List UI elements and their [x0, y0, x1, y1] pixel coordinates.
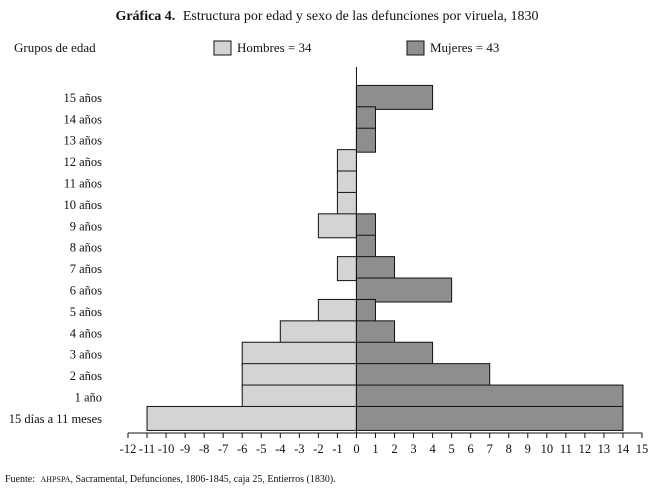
- bar-mujeres-15: [355, 405, 624, 431]
- bar-mujeres-0: [355, 84, 434, 110]
- bar-mujeres-1: [355, 106, 376, 132]
- category-label-3: 12 años: [63, 155, 102, 169]
- bar-hombres-15: [146, 405, 357, 431]
- bar-hombres-12: [241, 341, 357, 367]
- x-tick-label-0: -12: [120, 442, 137, 456]
- bars-group: [146, 67, 624, 433]
- category-label-2: 13 años: [63, 134, 102, 148]
- source-text: , Sacramental, Defunciones, 1806-1845, c…: [70, 474, 335, 485]
- category-label-5: 10 años: [63, 198, 102, 212]
- category-labels-group: 15 años 14 años 13 años 12 años 11 años 10 añ…: [9, 91, 102, 426]
- bar-hombres-6: [317, 213, 357, 239]
- x-tick-label-20: 8: [506, 442, 512, 456]
- bar-hombres-4: [336, 170, 357, 196]
- bar-hombres-11: [279, 320, 357, 346]
- category-label-11: 4 años: [70, 326, 102, 340]
- bar-mujeres-13: [355, 363, 491, 389]
- category-label-15: 15 días a 11 meses: [9, 412, 102, 426]
- bar-mujeres-14: [355, 384, 624, 410]
- bar-mujeres-9: [355, 277, 453, 303]
- x-tick-label-4: -8: [199, 442, 209, 456]
- bar-mujeres-12: [355, 341, 434, 367]
- x-tick-label-2: -10: [158, 442, 175, 456]
- bar-mujeres-11: [355, 320, 396, 346]
- bar-mujeres-8: [355, 256, 396, 282]
- x-tick-label-6: -6: [237, 442, 247, 456]
- x-tick-label-5: -7: [218, 442, 228, 456]
- x-axis: -12 -11 -10 -9 -8 -7 -6 -5 -4 -3 -2 -1 0 1 2 3 4 5 6 7 8 9 10 1…: [120, 432, 649, 456]
- category-label-12: 3 años: [70, 348, 102, 362]
- chart-title-text: Estructura por edad y sexo de las defunc…: [183, 9, 539, 24]
- category-label-10: 5 años: [70, 305, 102, 319]
- x-tick-label-7: -5: [256, 442, 266, 456]
- bar-mujeres-2: [355, 127, 376, 153]
- source-note: Fuente: AHPSPA, Sacramental, Defunciones…: [5, 474, 336, 485]
- bar-mujeres-6: [355, 213, 376, 239]
- x-tick-label-13: 1: [372, 442, 378, 456]
- x-tick-label-24: 12: [579, 442, 592, 456]
- bar-hombres-8: [336, 256, 357, 282]
- x-tick-label-23: 11: [560, 442, 572, 456]
- x-tick-label-10: -2: [313, 442, 323, 456]
- x-tick-label-26: 14: [617, 442, 630, 456]
- chart-title-bold: Gráfica 4.: [115, 9, 175, 24]
- bar-hombres-13: [241, 363, 357, 389]
- x-tick-label-22: 10: [541, 442, 554, 456]
- x-tick-label-12: 0: [353, 442, 359, 456]
- x-tick-label-14: 2: [391, 442, 397, 456]
- bar-mujeres-10: [355, 298, 376, 324]
- category-label-4: 11 años: [64, 177, 102, 191]
- chart-title: Gráfica 4. Estructura por edad y sexo de…: [115, 9, 538, 24]
- category-label-0: 15 años: [63, 91, 102, 105]
- bar-hombres-14: [241, 384, 357, 410]
- category-label-6: 9 años: [70, 219, 102, 233]
- x-tick-label-15: 3: [410, 442, 416, 456]
- x-tick-label-1: -11: [139, 442, 155, 456]
- legend-label-mujeres: Mujeres = 43: [430, 40, 499, 55]
- legend: Hombres = 34 Mujeres = 43: [213, 40, 499, 56]
- legend-label-hombres: Hombres = 34: [237, 40, 312, 55]
- x-tick-label-11: -1: [332, 442, 342, 456]
- bar-hombres-10: [317, 298, 357, 324]
- x-tick-label-3: -9: [180, 442, 190, 456]
- source-prefix: Fuente:: [5, 474, 35, 485]
- bar-mujeres-7: [355, 234, 376, 260]
- category-label-1: 14 años: [63, 112, 102, 126]
- x-tick-label-9: -3: [294, 442, 304, 456]
- x-tick-label-25: 13: [598, 442, 611, 456]
- category-label-8: 7 años: [70, 262, 102, 276]
- bar-hombres-3: [336, 149, 357, 175]
- x-tick-label-21: 9: [525, 442, 531, 456]
- legend-swatch-mujeres: [406, 40, 425, 56]
- x-tick-label-17: 5: [449, 442, 455, 456]
- category-label-7: 8 años: [70, 241, 102, 255]
- legend-swatch-hombres: [213, 40, 232, 56]
- x-tick-label-8: -4: [275, 442, 286, 456]
- bar-hombres-5: [336, 191, 357, 217]
- x-tick-label-19: 7: [487, 442, 493, 456]
- y-axis-label: Grupos de edad: [14, 40, 96, 55]
- category-label-14: 1 año: [75, 391, 102, 405]
- x-tick-label-27: 15: [636, 442, 649, 456]
- source-abbr: AHPSPA: [41, 475, 71, 484]
- category-label-13: 2 años: [70, 369, 102, 383]
- category-label-9: 6 años: [70, 284, 102, 298]
- x-tick-label-16: 4: [429, 442, 436, 456]
- x-tick-label-18: 6: [468, 442, 474, 456]
